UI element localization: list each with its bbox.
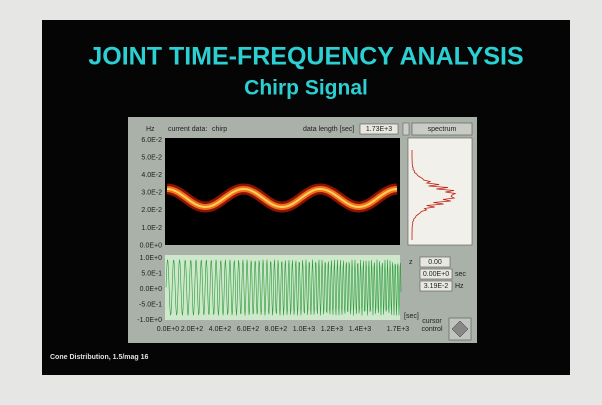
z-value: 0.00: [428, 259, 442, 266]
cursor-time-box[interactable]: [419, 268, 453, 280]
time-tick-label: 1.4E+3: [349, 326, 371, 333]
freq-tick-label: 0.0E+0: [140, 242, 162, 249]
waveform-trace: [165, 259, 402, 316]
spectrum-button[interactable]: [411, 122, 473, 136]
amp-tick-label: 1.0E+0: [140, 255, 162, 262]
freq-tick-label: 4.0E-2: [141, 172, 162, 179]
time-tick-label: 6.0E+2: [237, 326, 259, 333]
current-data-label: current data:: [168, 126, 207, 133]
freq-tick-label: 6.0E-2: [141, 137, 162, 144]
spectrogram: [165, 138, 400, 245]
time-tick-label: 4.0E+2: [209, 326, 231, 333]
time-tick-label: 1.0E+3: [293, 326, 315, 333]
slide-title: JOINT TIME-FREQUENCY ANALYSIS: [88, 43, 523, 71]
cursor-time: 0.00E+0: [423, 271, 449, 278]
freq-tick-label: 5.0E-2: [141, 154, 162, 161]
spinner[interactable]: [402, 122, 410, 136]
spectrum-button-label: spectrum: [428, 126, 457, 133]
amp-tick-label: -1.0E+0: [137, 317, 162, 324]
freq-tick-label: 1.0E-2: [141, 225, 162, 232]
time-unit: [sec]: [404, 313, 419, 320]
current-data-value: chirp: [212, 126, 227, 133]
z-label: z: [409, 259, 413, 266]
z-box[interactable]: [419, 256, 451, 268]
cursor-time-unit: sec: [455, 271, 466, 278]
cursor-pad[interactable]: [448, 317, 472, 341]
spectrogram-core: [166, 187, 398, 209]
cursor-pad-arrows: [451, 320, 469, 338]
cursor-freq: 3.19E-2: [424, 283, 449, 290]
spectrum-plot: [407, 137, 473, 246]
data-length-value: 1.73E+3: [366, 126, 392, 133]
data-length-label: data length [sec]: [303, 126, 354, 133]
cursor-control-label: cursor control: [421, 318, 443, 333]
time-tick-label: 0.0E+0: [157, 326, 179, 333]
decoration: [165, 150, 457, 316]
freq-unit: Hz: [146, 126, 155, 133]
time-tick-label: 1.7E+3: [387, 326, 409, 333]
cursor-freq-box[interactable]: [419, 280, 453, 292]
freq-tick-label: 2.0E-2: [141, 207, 162, 214]
time-tick-label: 2.0E+2: [181, 326, 203, 333]
time-tick-label: 8.0E+2: [265, 326, 287, 333]
freq-tick-label: 3.0E-2: [141, 190, 162, 197]
amp-tick-label: -5.0E-1: [139, 301, 162, 308]
cursor-freq-unit: Hz: [455, 283, 464, 290]
cursor-control-wrap: cursor control: [421, 318, 443, 333]
time-tick-label: 1.2E+3: [321, 326, 343, 333]
amp-tick-label: 0.0E+0: [140, 286, 162, 293]
footer: Cone Distribution, 1.5/mag 16: [50, 354, 149, 361]
slide-subtitle: Chirp Signal: [244, 77, 368, 100]
spectrum-trace: [411, 150, 457, 240]
amp-tick-label: 5.0E-1: [141, 270, 162, 277]
data-length-box[interactable]: [359, 123, 399, 135]
